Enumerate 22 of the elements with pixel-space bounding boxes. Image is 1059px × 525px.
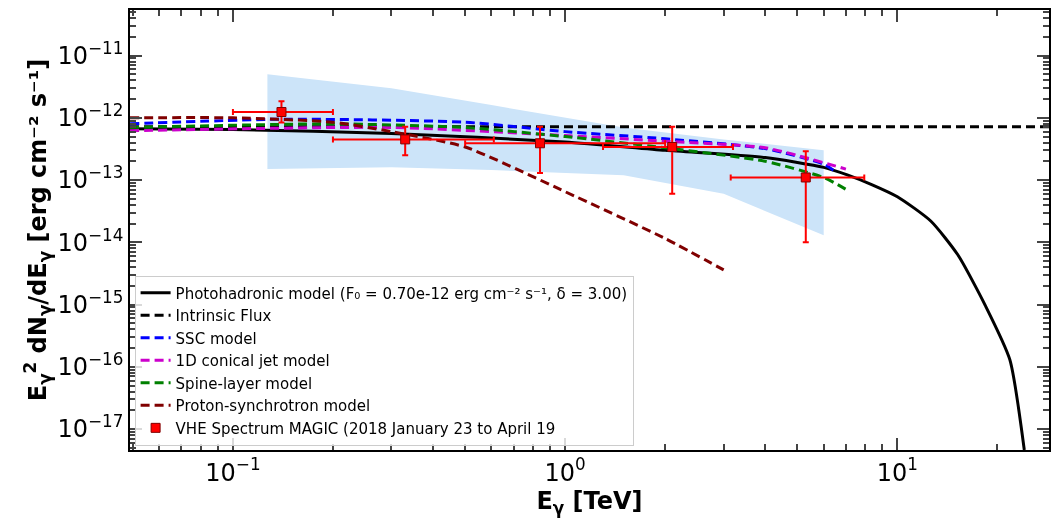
legend-label: SSC model xyxy=(175,329,257,348)
y-tick-label: 10$^{−13}$ xyxy=(57,162,124,195)
y-tick-label: 10$^{−16}$ xyxy=(57,349,124,382)
y-tick-label: 10$^{−17}$ xyxy=(57,411,124,444)
y-tick-label: 10$^{−14}$ xyxy=(57,224,124,257)
x-tick-label: 10$^{−1}$ xyxy=(205,454,261,487)
legend-label: Proton-synchrotron model xyxy=(175,397,371,416)
legend-label: Photohadronic model (F₀ = 0.70e-12 erg cm⁻² s⁻¹, δ = 3.00) xyxy=(175,284,628,303)
y-tick-label: 10$^{−11}$ xyxy=(57,37,124,70)
x-tick-label: 10$^{0}$ xyxy=(544,454,586,487)
point xyxy=(667,141,678,152)
point xyxy=(400,134,411,145)
x-axis-title: E$_{γ}$ [TeV] xyxy=(536,486,643,518)
y-tick-label: 10$^{−12}$ xyxy=(57,100,124,133)
legend-label: 1D conical jet model xyxy=(175,352,330,371)
point xyxy=(800,172,811,183)
legend-label: Spine-layer model xyxy=(175,374,313,393)
legend-label: Intrinsic Flux xyxy=(175,307,272,326)
x-tick-label: 10$^{1}$ xyxy=(876,454,918,487)
point xyxy=(535,138,545,149)
y-tick-label: 10$^{−15}$ xyxy=(57,286,124,319)
legend-label: VHE Spectrum MAGIC (2018 January 23 to April 19 xyxy=(175,419,556,438)
